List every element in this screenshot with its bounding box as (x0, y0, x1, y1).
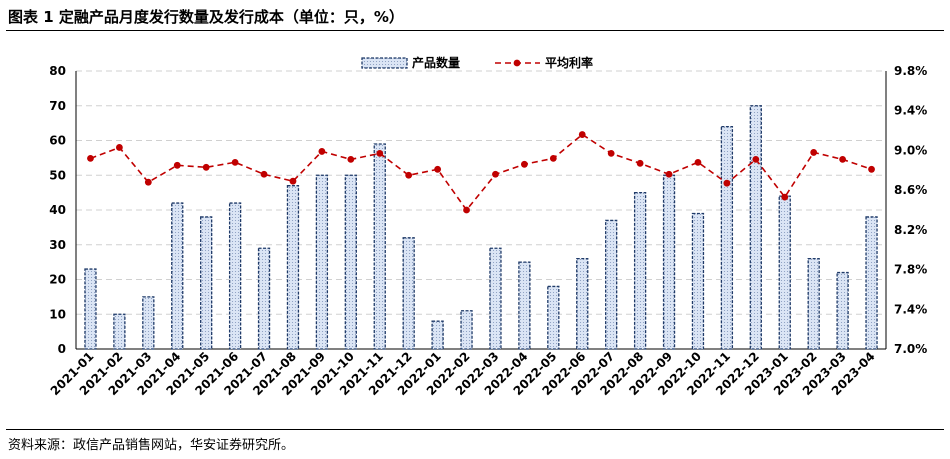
source-divider (6, 429, 944, 430)
rate-point (144, 178, 152, 186)
rate-point (463, 206, 470, 214)
bar (315, 174, 329, 350)
bar (84, 268, 97, 350)
chart-canvas: 0 10 20 30 40 50 60 70 80 7.0% 7.4% 7.8% 8.2% 8.6% 9.0… (48, 55, 928, 398)
bar (402, 237, 415, 350)
y-right-tick-label: 7.8% (894, 263, 927, 277)
bar (720, 125, 734, 350)
legend-line-marker (513, 59, 521, 67)
rate-point (665, 170, 673, 178)
rate-point (549, 154, 557, 162)
y-left-tick-label: 0 (58, 342, 66, 356)
rate-point (492, 170, 499, 178)
bar (257, 247, 271, 350)
y-right-tick-label: 7.4% (894, 302, 927, 316)
y-right-tick-label: 9.8% (894, 64, 927, 78)
bar (633, 191, 647, 350)
bar (836, 271, 849, 350)
y-right-tick-label: 8.6% (894, 183, 927, 197)
y-left-tick-label: 10 (49, 307, 66, 321)
rate-point (607, 150, 615, 157)
rate-point (636, 159, 644, 167)
rate-point (231, 158, 239, 166)
rate-point (752, 155, 760, 163)
rate-point (578, 131, 586, 138)
rate-point (405, 171, 413, 179)
y-right-tick-label: 8.2% (894, 223, 927, 237)
y-right-tick-label: 9.0% (894, 143, 927, 157)
y-left-tick-label: 50 (49, 168, 66, 182)
bar (344, 174, 357, 350)
bar (286, 185, 300, 350)
rate-line (90, 133, 872, 212)
y-left-tick-label: 80 (49, 64, 66, 78)
bar (605, 219, 618, 350)
bar (171, 202, 184, 350)
rate-point (520, 160, 528, 168)
rate-point (434, 165, 442, 173)
source-note: 资料来源：政信产品销售网站，华安证券研究所。 (8, 438, 295, 453)
bar (460, 310, 473, 350)
rate-point (839, 155, 847, 163)
rate-point (115, 144, 123, 151)
bar (662, 174, 676, 350)
bar (749, 105, 762, 350)
rate-point (318, 148, 326, 155)
rate-point (810, 149, 818, 156)
legend-label-bars: 产品数量 (412, 55, 460, 70)
bar (778, 195, 791, 350)
bar (200, 216, 213, 350)
y-left-tick-label: 30 (49, 238, 66, 252)
bar (228, 202, 242, 350)
y-left-tick-label: 40 (49, 203, 66, 217)
bar (691, 212, 705, 350)
y-right-tick-label: 7.0% (894, 342, 927, 356)
bar (431, 320, 444, 350)
rate-point (723, 179, 731, 187)
title-divider (6, 30, 944, 31)
rate-point (173, 161, 181, 169)
rate-point (87, 154, 94, 162)
rate-point (260, 170, 268, 178)
rate-point (376, 150, 384, 157)
figure-title: 图表 1 定融产品月度发行数量及发行成本（单位：只，%） (8, 8, 404, 26)
y-left-tick-label: 20 (49, 273, 66, 287)
rate-point (289, 177, 297, 185)
y-right-tick-label: 9.4% (894, 104, 927, 118)
y-left-tick-label: 60 (49, 134, 66, 148)
rate-point (868, 165, 875, 173)
legend-bar-swatch (361, 57, 408, 69)
rate-point (202, 163, 210, 171)
bar (142, 296, 155, 350)
rate-point (347, 155, 355, 163)
rate-point (694, 158, 702, 166)
bar (373, 143, 386, 350)
bar (518, 261, 531, 350)
bar (113, 313, 126, 350)
legend-label-line: 平均利率 (545, 55, 593, 70)
bar (489, 247, 502, 350)
bar (576, 257, 589, 350)
y-left-tick-label: 70 (49, 99, 66, 113)
bar (807, 257, 820, 350)
bar (865, 216, 878, 350)
rate-point (781, 193, 789, 201)
bar (547, 285, 560, 350)
